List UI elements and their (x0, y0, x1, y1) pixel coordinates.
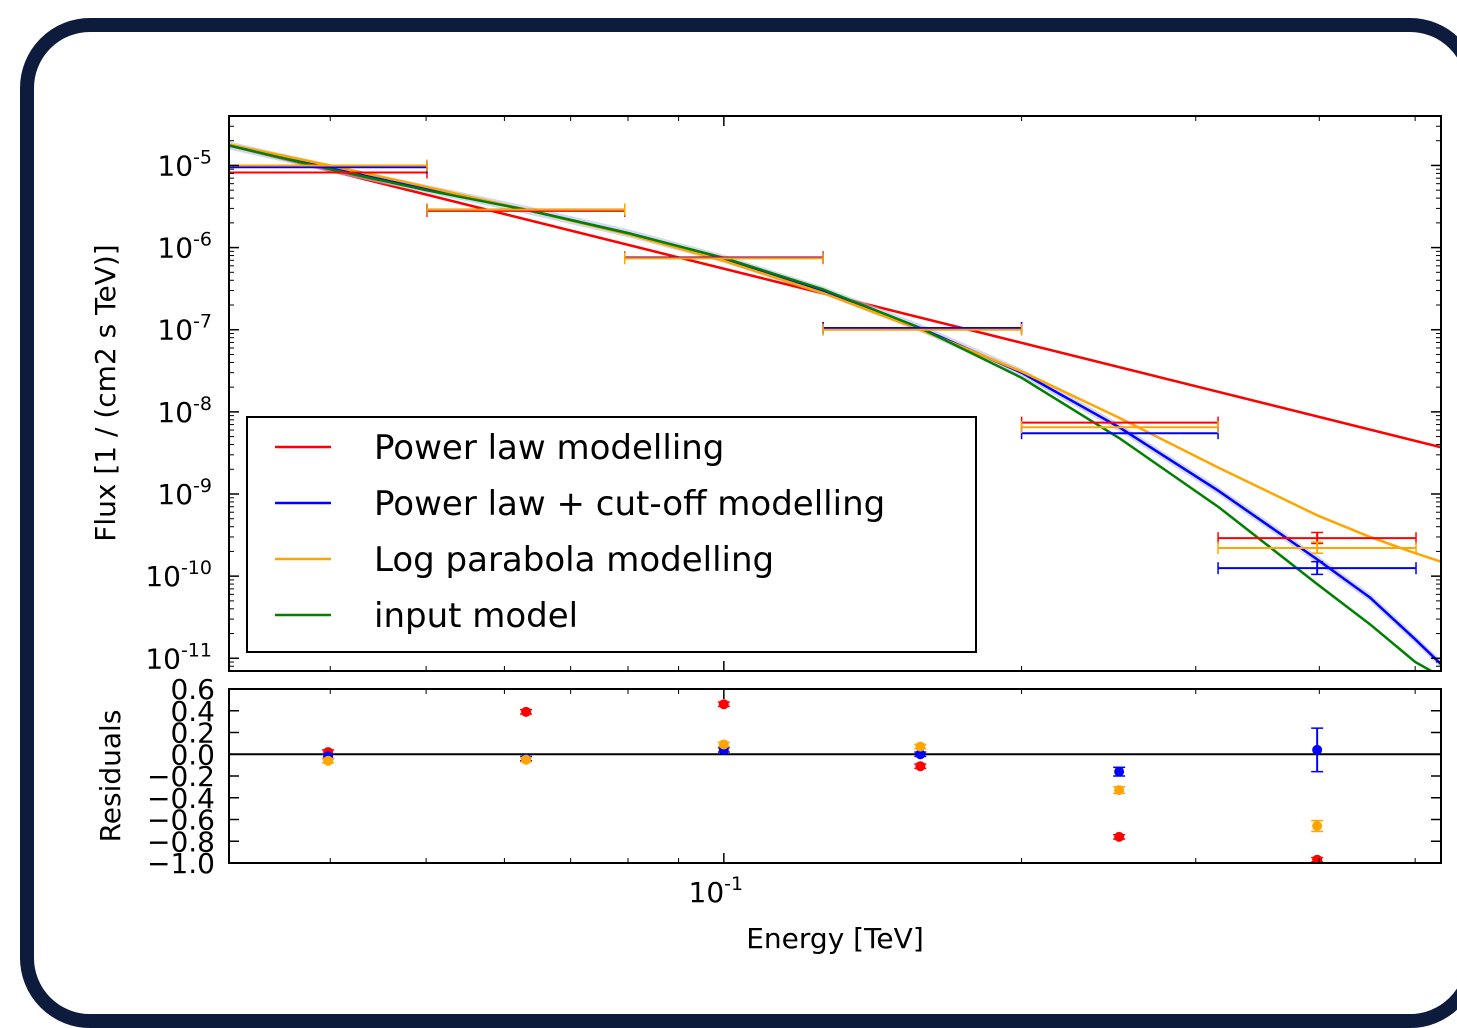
flux-tick-label: 10-8 (157, 393, 212, 429)
flux-tick-label: 10-7 (157, 311, 212, 347)
residual-point (323, 755, 334, 766)
residual-tick-label: 0.6 (170, 673, 215, 706)
residual-point (1312, 744, 1323, 755)
residual-tick-label: −0.2 (147, 760, 215, 793)
residual-point (915, 741, 926, 752)
energy-axis-label: Energy [TeV] (746, 922, 924, 955)
residual-tick-label: 0.4 (170, 695, 215, 728)
flux-tick-label: 10-6 (157, 229, 212, 265)
residual-tick-label: 0.0 (170, 738, 215, 771)
legend-label: Log parabola modelling (374, 540, 774, 580)
residual-tick-label: 0.2 (170, 717, 215, 750)
flux-tick-label: 10-5 (157, 146, 212, 182)
residual-tick-label: −1.0 (147, 847, 215, 880)
residuals-axis-label: Residuals (94, 710, 127, 843)
flux-axes-frame (228, 115, 1442, 672)
residual-point (1114, 766, 1125, 777)
residual-point (915, 749, 926, 760)
legend-label: Power law modelling (374, 428, 724, 468)
residual-plot-area (229, 689, 1441, 863)
flux-tick-label: 10-11 (145, 639, 212, 675)
legend-label: Power law + cut-off modelling (374, 484, 885, 524)
residual-point (521, 754, 532, 765)
residual-point (718, 699, 729, 710)
legend-box (246, 416, 977, 653)
residual-tick-label: −0.6 (147, 804, 215, 837)
flux-tick-label: 10-10 (145, 557, 212, 593)
chart-svg: 10-5 10-6 10-7 10-8 10-9 10-10 10-11 10-1 0.60.4… (89, 115, 1442, 955)
residual-point (1114, 831, 1125, 842)
residual-point (1312, 821, 1323, 832)
flux-tick-label: 10-9 (157, 475, 212, 511)
residual-point (718, 739, 729, 750)
legend-label: input model (374, 596, 578, 636)
residual-point (915, 761, 926, 772)
energy-tick-label: 10-1 (689, 873, 744, 909)
residual-point (521, 706, 532, 717)
residual-tick-label: −0.8 (147, 825, 215, 858)
flux-axis-label: Flux [1 / (cm2 s TeV)] (89, 244, 122, 541)
residual-point (1114, 785, 1125, 796)
residual-tick-label: −0.4 (147, 782, 215, 815)
